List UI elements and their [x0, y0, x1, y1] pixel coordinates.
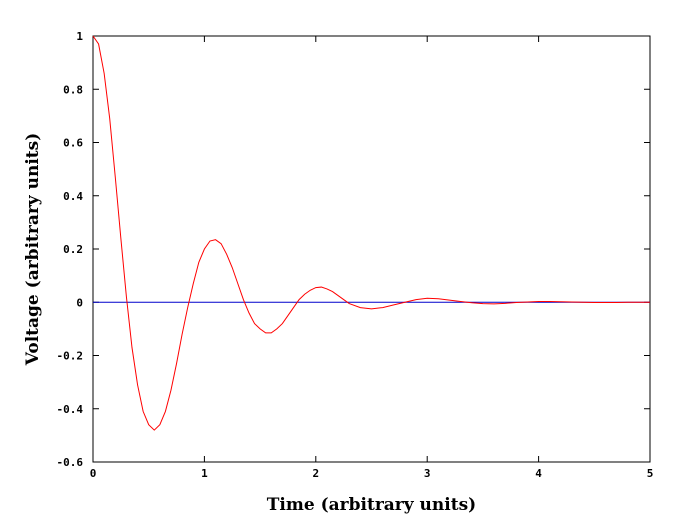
- y-tick-label: -0.6: [57, 456, 84, 469]
- x-tick-label: 3: [424, 467, 431, 480]
- y-tick-label: 0.6: [63, 137, 83, 150]
- y-tick-label: 0.8: [63, 83, 83, 96]
- x-tick-label: 2: [312, 467, 319, 480]
- y-tick-label: 0.2: [63, 243, 83, 256]
- voltage-series-line: [92, 35, 650, 431]
- y-tick-label: -0.4: [57, 403, 84, 416]
- y-tick-label: 0: [76, 296, 83, 309]
- y-tick-label: -0.2: [57, 350, 84, 363]
- y-tick-label: 1: [76, 30, 83, 43]
- tick-marks: [92, 35, 651, 463]
- x-tick-label: 5: [647, 467, 654, 480]
- tick-labels: 0 1 2 3 4 5 -0.6 -0.4 -0.2 0 0.2 0.4 0.6 0.8 1: [57, 30, 654, 480]
- x-axis-label: Time (arbitrary units): [267, 495, 476, 515]
- x-tick-label: 1: [201, 467, 208, 480]
- plot-frame: [92, 35, 651, 463]
- y-axis-label: Voltage (arbitrary units): [23, 133, 43, 367]
- series-group: [92, 35, 650, 431]
- x-tick-label: 4: [535, 467, 542, 480]
- x-tick-label: 0: [90, 467, 97, 480]
- y-tick-label: 0.4: [63, 190, 83, 203]
